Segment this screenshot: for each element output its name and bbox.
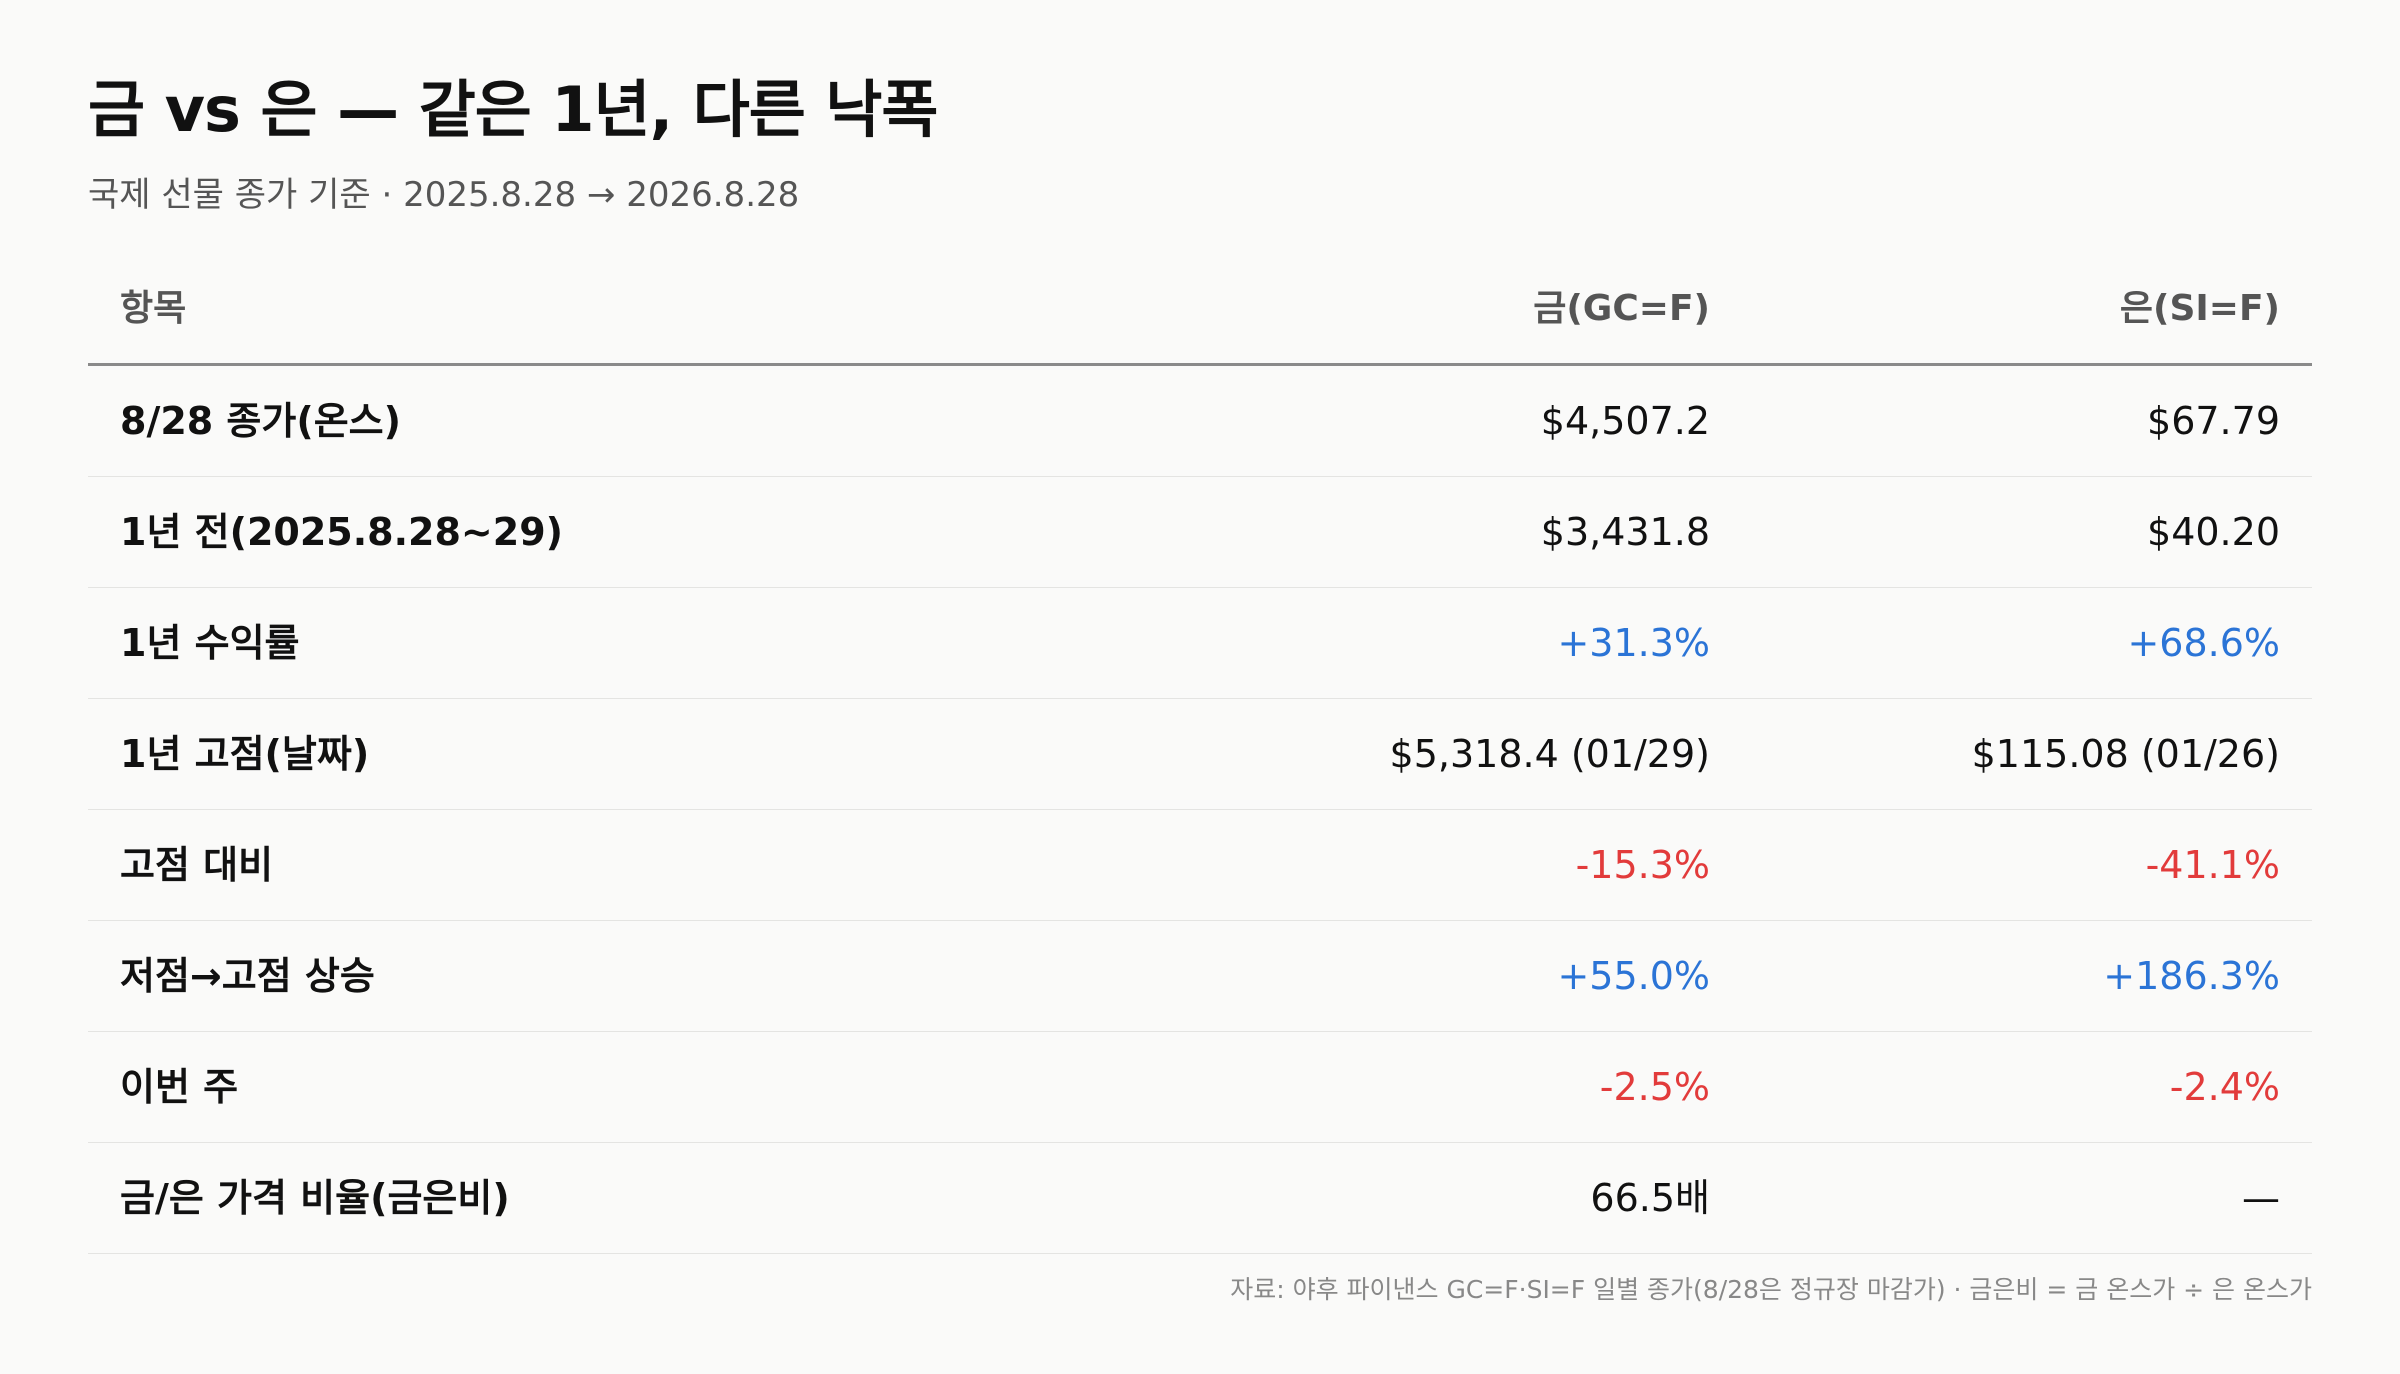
- table-row: 금/은 가격 비율(금은비) 66.5배 —: [88, 1143, 2312, 1254]
- row-label: 이번 주: [120, 1065, 239, 1109]
- gold-value: +55.0%: [1557, 954, 1710, 998]
- silver-value: +68.6%: [2127, 621, 2280, 665]
- header-gold: 금(GC=F): [1533, 287, 1710, 329]
- table-row: 8/28 종가(온스) $4,507.2 $67.79: [88, 366, 2312, 477]
- silver-value: +186.3%: [2103, 954, 2280, 998]
- silver-value: $115.08 (01/26): [1971, 732, 2280, 776]
- gold-value: -2.5%: [1599, 1065, 1710, 1109]
- page-title: 금 vs 은 — 같은 1년, 다른 낙폭: [88, 73, 938, 146]
- gold-value: $4,507.2: [1540, 399, 1710, 443]
- gold-value: 66.5배: [1590, 1176, 1710, 1220]
- table-header-row: 항목 금(GC=F) 은(SI=F): [88, 254, 2312, 366]
- gold-value: $5,318.4 (01/29): [1389, 732, 1710, 776]
- table-row: 이번 주 -2.5% -2.4%: [88, 1032, 2312, 1143]
- silver-value: $67.79: [2147, 399, 2280, 443]
- page-subtitle: 국제 선물 종가 기준 · 2025.8.28 → 2026.8.28: [88, 175, 800, 215]
- row-label: 고점 대비: [120, 843, 274, 887]
- gold-value: -15.3%: [1575, 843, 1710, 887]
- row-label: 8/28 종가(온스): [120, 399, 402, 443]
- row-label: 금/은 가격 비율(금은비): [120, 1176, 510, 1220]
- comparison-table: 항목 금(GC=F) 은(SI=F) 8/28 종가(온스) $4,507.2 …: [88, 254, 2312, 1254]
- silver-value: $40.20: [2147, 510, 2280, 554]
- table-row: 저점→고점 상승 +55.0% +186.3%: [88, 921, 2312, 1032]
- header-item: 항목: [120, 287, 187, 329]
- silver-value: —: [2242, 1176, 2280, 1220]
- table-row: 1년 수익률 +31.3% +68.6%: [88, 588, 2312, 699]
- gold-value: +31.3%: [1557, 621, 1710, 665]
- silver-value: -2.4%: [2169, 1065, 2280, 1109]
- silver-value: -41.1%: [2145, 843, 2280, 887]
- row-label: 저점→고점 상승: [120, 954, 375, 998]
- row-label: 1년 전(2025.8.28~29): [120, 510, 563, 554]
- row-label: 1년 고점(날짜): [120, 732, 370, 776]
- page: 금 vs 은 — 같은 1년, 다른 낙폭 국제 선물 종가 기준 · 2025…: [88, 0, 2312, 1374]
- header-silver: 은(SI=F): [2119, 287, 2280, 329]
- source-note: 자료: 야후 파이낸스 GC=F·SI=F 일별 종가(8/28은 정규장 마감…: [1230, 1275, 2312, 1304]
- table-row: 1년 전(2025.8.28~29) $3,431.8 $40.20: [88, 477, 2312, 588]
- table-row: 고점 대비 -15.3% -41.1%: [88, 810, 2312, 921]
- row-label: 1년 수익률: [120, 621, 300, 665]
- gold-value: $3,431.8: [1540, 510, 1710, 554]
- table-row: 1년 고점(날짜) $5,318.4 (01/29) $115.08 (01/2…: [88, 699, 2312, 810]
